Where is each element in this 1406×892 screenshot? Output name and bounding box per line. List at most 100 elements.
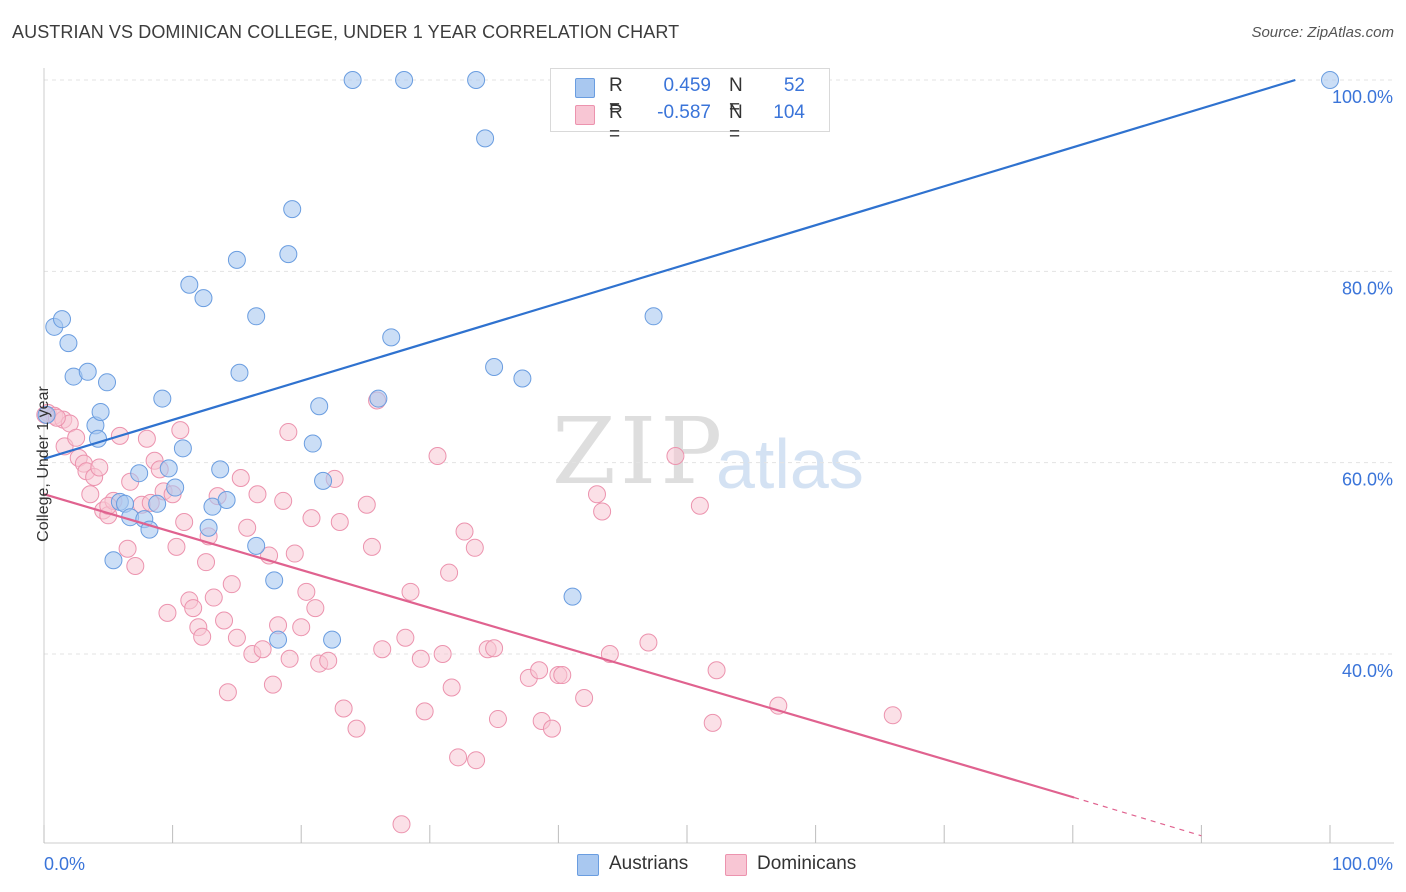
y-tick-label: 80.0% bbox=[1342, 278, 1393, 298]
y-tick-label: 100.0% bbox=[1332, 87, 1393, 107]
dominicans-point bbox=[542, 719, 561, 738]
dominicans-point bbox=[171, 421, 190, 440]
n-label: N = bbox=[729, 102, 743, 145]
austrians-point bbox=[644, 307, 663, 326]
austrians-point bbox=[513, 369, 532, 388]
dominicans-point bbox=[362, 537, 381, 556]
dominicans-point bbox=[703, 713, 722, 732]
dominicans-point bbox=[175, 512, 194, 531]
trend-lines bbox=[43, 78, 1296, 837]
stats-legend: R = 0.459 N = 52 R = -0.587 N = 104 bbox=[550, 68, 830, 145]
dominicans-point bbox=[126, 556, 145, 575]
dominicans-point bbox=[118, 539, 137, 558]
dominicans-point bbox=[263, 675, 282, 694]
chart-title: AUSTRIAN VS DOMINICAN COLLEGE, UNDER 1 Y… bbox=[12, 22, 680, 42]
austrians-point bbox=[563, 587, 582, 606]
austrians-point bbox=[104, 551, 123, 570]
y-axis-label: College, Under 1 year bbox=[35, 386, 52, 542]
x-tick-label: 100.0% bbox=[1332, 854, 1393, 874]
dominicans-point bbox=[593, 502, 612, 521]
dominicans-point bbox=[158, 603, 177, 622]
austrians-point bbox=[247, 536, 266, 555]
n-value: 52 bbox=[783, 75, 805, 96]
dominicans-point bbox=[707, 661, 726, 680]
n-value: 104 bbox=[773, 102, 805, 123]
n-label: N = bbox=[729, 75, 743, 118]
dominicans-point bbox=[248, 485, 267, 504]
austrians-swatch bbox=[575, 78, 595, 98]
dominicans-point bbox=[227, 628, 246, 647]
watermark-atlas: atlas bbox=[716, 425, 864, 503]
dominicans-point bbox=[193, 627, 212, 646]
austrians-point bbox=[59, 334, 78, 353]
austrians-point bbox=[153, 389, 172, 408]
austrians-point bbox=[37, 405, 56, 424]
dominicans-point bbox=[415, 702, 434, 721]
austrians-point bbox=[310, 397, 329, 416]
dominicans-point bbox=[297, 582, 316, 601]
austrians-point bbox=[247, 307, 266, 326]
dominicans-point bbox=[440, 563, 459, 582]
austrians-point bbox=[140, 520, 159, 539]
dominicans-point bbox=[67, 428, 86, 447]
austrians-point bbox=[166, 478, 185, 497]
austrians-point bbox=[91, 402, 110, 421]
dominicans-point bbox=[334, 699, 353, 718]
austrians-point bbox=[323, 630, 342, 649]
austrians-point bbox=[227, 250, 246, 269]
r-value: 0.459 bbox=[663, 75, 711, 96]
austrians-point bbox=[230, 363, 249, 382]
y-tick-label: 60.0% bbox=[1342, 470, 1393, 490]
dominicans-trend-line bbox=[43, 493, 1075, 799]
dominicans-point bbox=[587, 485, 606, 504]
dominicans-point bbox=[231, 468, 250, 487]
dominicans-point bbox=[428, 446, 447, 465]
austrians-legend-swatch bbox=[577, 854, 599, 876]
axis-layer bbox=[43, 68, 1394, 844]
dominicans-point bbox=[396, 628, 415, 647]
tick-labels: 40.0% 60.0% 80.0% 100.0% 0.0% 100.0% bbox=[44, 87, 1393, 874]
dominicans-point bbox=[575, 689, 594, 708]
dominicans-point bbox=[218, 683, 237, 702]
dominicans-point bbox=[215, 611, 234, 630]
austrians-point bbox=[194, 289, 213, 308]
dominicans-point bbox=[401, 582, 420, 601]
dominicans-point bbox=[238, 518, 257, 537]
grid-layer bbox=[44, 79, 1394, 655]
dominicans-point bbox=[347, 719, 366, 738]
dominicans-point bbox=[600, 645, 619, 663]
dominicans-point bbox=[302, 509, 321, 528]
dominicans-point bbox=[279, 423, 298, 442]
dominicans-point bbox=[455, 522, 474, 541]
dominicans-point bbox=[411, 649, 430, 668]
austrians-points bbox=[37, 71, 1339, 649]
dominicans-point bbox=[690, 496, 709, 515]
dominicans-point bbox=[222, 575, 241, 594]
legend-label-dominicans: Dominicans bbox=[757, 853, 857, 874]
watermark-zip: ZIP bbox=[552, 398, 727, 505]
austrians-point bbox=[314, 471, 333, 490]
dominicans-points bbox=[36, 391, 902, 834]
dominicans-point bbox=[449, 748, 468, 767]
dominicans-point bbox=[530, 661, 549, 680]
austrians-point bbox=[217, 490, 236, 509]
austrians-point bbox=[269, 630, 288, 649]
dominicans-point bbox=[280, 649, 299, 668]
austrians-point bbox=[1321, 71, 1339, 89]
series-legend: Austrians Dominicans bbox=[0, 852, 1406, 878]
austrians-point bbox=[279, 245, 298, 264]
dominicans-point bbox=[184, 599, 203, 618]
austrians-point bbox=[476, 129, 495, 148]
austrians-point bbox=[148, 494, 167, 513]
x-tick-label: 0.0% bbox=[44, 854, 85, 874]
austrians-point bbox=[130, 464, 149, 483]
austrians-point bbox=[211, 460, 230, 479]
austrians-point bbox=[53, 310, 72, 329]
dominicans-point bbox=[467, 751, 486, 770]
dominicans-point bbox=[553, 666, 572, 685]
dominicans-point bbox=[485, 639, 504, 658]
y-tick-label: 40.0% bbox=[1342, 661, 1393, 681]
dominicans-point bbox=[319, 651, 338, 670]
austrians-point bbox=[395, 71, 414, 89]
dominicans-point bbox=[392, 815, 411, 834]
